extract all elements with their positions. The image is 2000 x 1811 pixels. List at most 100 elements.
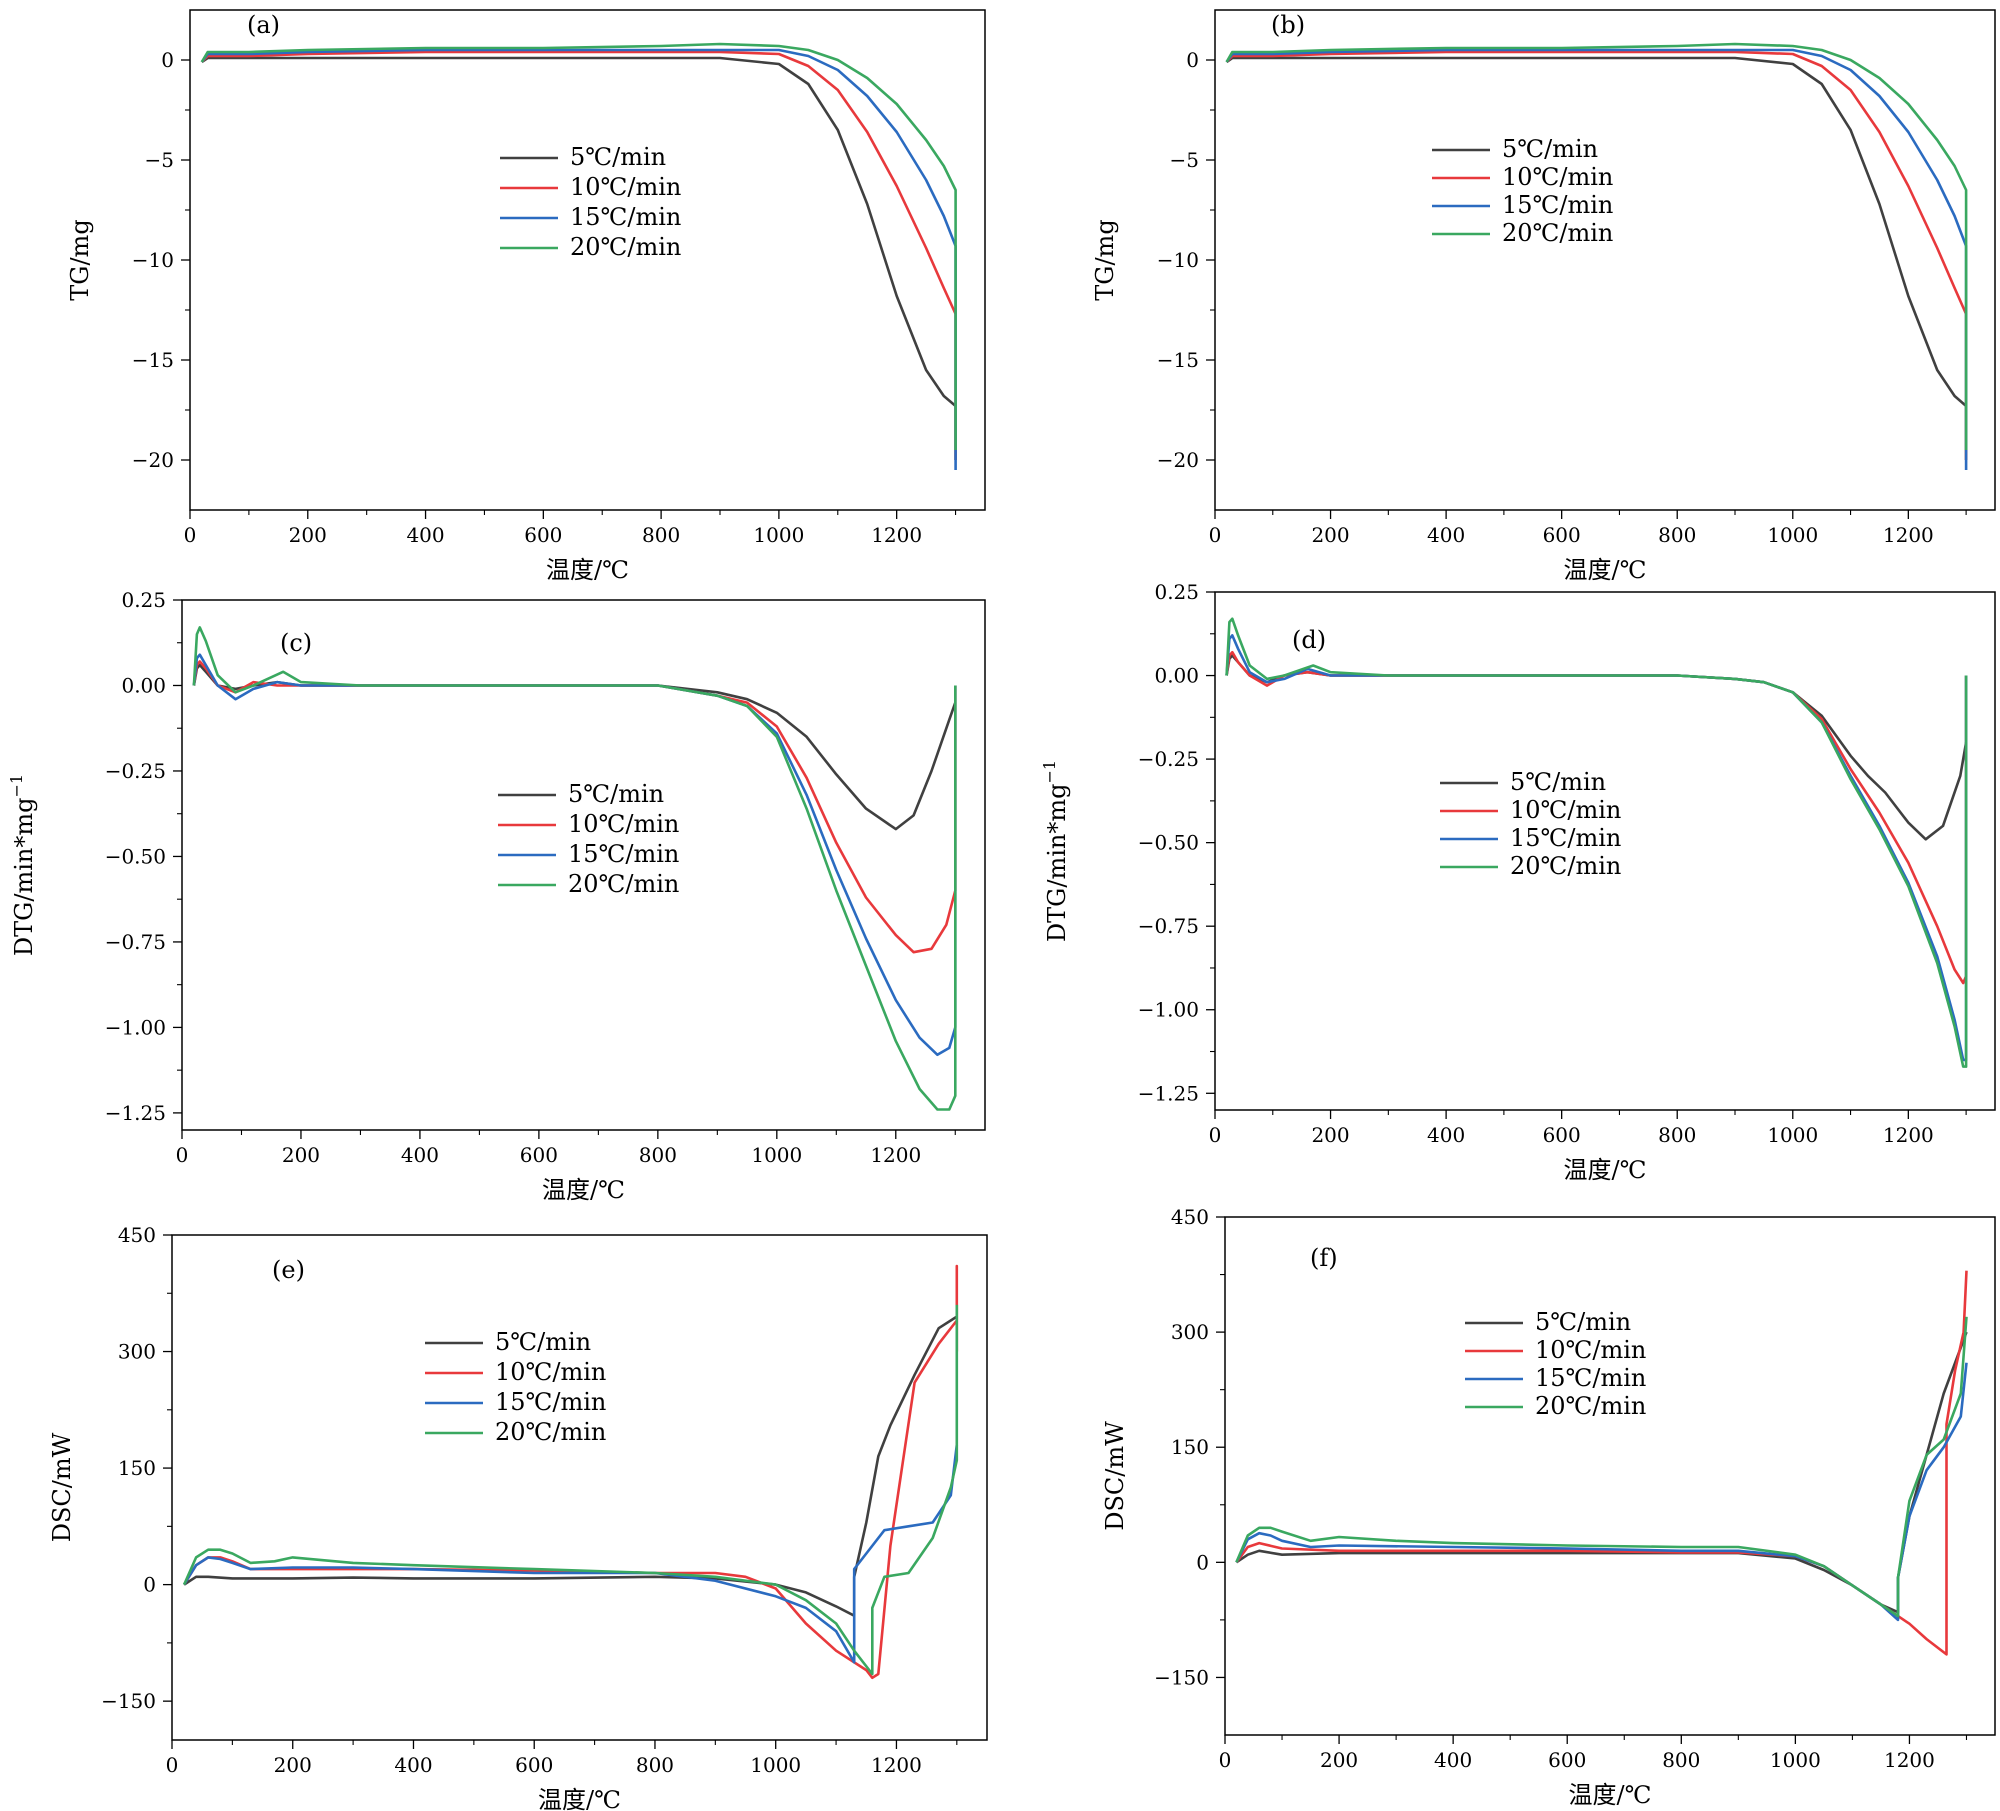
x-tick-label: 800 xyxy=(636,1753,674,1777)
y-tick-label: −5 xyxy=(1170,148,1199,172)
x-tick-label: 1200 xyxy=(1883,1123,1934,1147)
x-tick-label: 200 xyxy=(289,523,327,547)
y-tick-label: 450 xyxy=(118,1223,156,1247)
y-axis-title: TG/mg xyxy=(66,219,94,300)
plot-frame xyxy=(1214,9,1996,511)
y-axis-title: DSC/mW xyxy=(48,1432,76,1542)
x-tick-label: 400 xyxy=(394,1753,432,1777)
panel-label: (b) xyxy=(1271,11,1305,39)
y-tick-label: 150 xyxy=(118,1456,156,1480)
x-tick-label: 800 xyxy=(1662,1748,1700,1772)
series-line-20 xyxy=(182,1304,959,1676)
legend-label: 5℃/min xyxy=(570,143,666,171)
x-tick-label: 400 xyxy=(406,523,444,547)
x-tick-label: 600 xyxy=(520,1143,558,1167)
x-tick-label: 0 xyxy=(1219,1748,1232,1772)
legend-label: 10℃/min xyxy=(1535,1336,1646,1364)
y-axis-title-text: DSC/mW xyxy=(48,1432,76,1542)
y-tick-label: −0.75 xyxy=(1138,914,1199,938)
x-tick-label: 200 xyxy=(1320,1748,1358,1772)
y-tick-label: −20 xyxy=(1157,448,1199,472)
y-axis-title-text: DSC/mW xyxy=(1101,1421,1129,1531)
x-axis-title: 温度/℃ xyxy=(546,556,629,584)
legend-label: 15℃/min xyxy=(1535,1364,1646,1392)
legend-label: 10℃/min xyxy=(570,173,681,201)
x-tick-label: 1000 xyxy=(750,1753,801,1777)
x-tick-label: 400 xyxy=(401,1143,439,1167)
series-line-15 xyxy=(182,1444,959,1664)
series-line-20 xyxy=(1225,617,1968,1068)
x-axis-title: 温度/℃ xyxy=(542,1176,625,1204)
x-tick-label: 1200 xyxy=(871,1753,922,1777)
x-tick-label: 1000 xyxy=(751,1143,802,1167)
legend-label: 15℃/min xyxy=(570,203,681,231)
y-axis-title-text: TG/mg xyxy=(1091,219,1119,300)
panel-d: 0 200 400 600 800 1000 1200 0.25 0.00 −0.25 −0.50 −… xyxy=(1040,580,1996,1184)
panel-label: (d) xyxy=(1292,626,1326,654)
legend-label: 15℃/min xyxy=(568,840,679,868)
series-line-15 xyxy=(1235,1362,1968,1622)
x-tick-label: 0 xyxy=(176,1143,189,1167)
panel-label: (e) xyxy=(272,1256,305,1284)
panel-label: (a) xyxy=(247,11,280,39)
plot-frame xyxy=(181,599,986,1131)
x-tick-label: 600 xyxy=(524,523,562,547)
y-axis-title: DTG/min*mg−1 xyxy=(1040,760,1071,942)
y-tick-label: −1.25 xyxy=(105,1101,166,1125)
x-tick-label: 800 xyxy=(639,1143,677,1167)
x-tick-label: 400 xyxy=(1427,523,1465,547)
legend-label: 15℃/min xyxy=(1510,824,1621,852)
y-axis-title: DTG/min*mg−1 xyxy=(7,774,38,956)
x-tick-label: 600 xyxy=(1548,1748,1586,1772)
y-tick-label: 450 xyxy=(1171,1205,1209,1229)
y-tick-label: −0.25 xyxy=(1138,747,1199,771)
series-line-15 xyxy=(1225,48,1968,470)
y-axis-title-text: TG/mg xyxy=(66,219,94,300)
y-tick-label: 0.00 xyxy=(121,673,166,697)
series-line-15 xyxy=(200,48,957,470)
panel-a: 0 200 400 600 800 1000 1200 0 −5 −10 −15 −20 温度/℃ TG/… xyxy=(66,9,986,584)
y-tick-label: −0.25 xyxy=(105,759,166,783)
y-tick-label: 0 xyxy=(143,1573,156,1597)
legend-label: 20℃/min xyxy=(568,870,679,898)
x-tick-label: 1200 xyxy=(870,1143,921,1167)
y-tick-label: 0.00 xyxy=(1154,664,1199,688)
y-tick-label: 0 xyxy=(1186,48,1199,72)
x-axis-title: 温度/℃ xyxy=(1569,1781,1652,1809)
x-tick-label: 0 xyxy=(184,523,197,547)
legend-label: 5℃/min xyxy=(495,1328,591,1356)
x-tick-label: 800 xyxy=(642,523,680,547)
plot-frame xyxy=(1224,1216,1996,1736)
legend-label: 5℃/min xyxy=(1510,768,1606,796)
x-tick-label: 200 xyxy=(274,1753,312,1777)
series-line-20 xyxy=(192,626,957,1111)
panel-label: (c) xyxy=(280,629,312,657)
y-axis-title-superscript: −1 xyxy=(7,774,26,798)
y-tick-label: −15 xyxy=(132,348,174,372)
y-tick-label: −5 xyxy=(145,148,174,172)
x-tick-label: 200 xyxy=(1311,1123,1349,1147)
x-tick-label: 1000 xyxy=(1767,523,1818,547)
legend-label: 10℃/min xyxy=(495,1358,606,1386)
panel-c: 0 200 400 600 800 1000 1200 0.25 0.00 −0.25 −0.50 −… xyxy=(7,588,986,1204)
y-tick-label: 150 xyxy=(1171,1435,1209,1459)
legend-label: 20℃/min xyxy=(1535,1392,1646,1420)
x-tick-label: 200 xyxy=(1311,523,1349,547)
x-tick-label: 800 xyxy=(1658,1123,1696,1147)
legend-label: 15℃/min xyxy=(495,1388,606,1416)
panel-e: 0 200 400 600 800 1000 1200 450 300 150 0 −150 温度/℃ D… xyxy=(48,1223,988,1811)
y-tick-label: −10 xyxy=(132,248,174,272)
x-tick-label: 800 xyxy=(1658,523,1696,547)
y-tick-label: −1.00 xyxy=(105,1015,166,1039)
series-line-10 xyxy=(1225,50,1968,460)
y-tick-label: −150 xyxy=(1154,1665,1209,1689)
series-line-10 xyxy=(200,50,957,460)
panel-label: (f) xyxy=(1310,1244,1338,1272)
y-tick-label: 0.25 xyxy=(1154,580,1199,604)
series-line-5 xyxy=(1225,56,1968,460)
legend-label: 20℃/min xyxy=(495,1418,606,1446)
y-tick-label: −0.75 xyxy=(105,930,166,954)
panel-b: 0 200 400 600 800 1000 1200 0 −5 −10 −15 −20 温度/℃ TG/… xyxy=(1091,9,1996,584)
